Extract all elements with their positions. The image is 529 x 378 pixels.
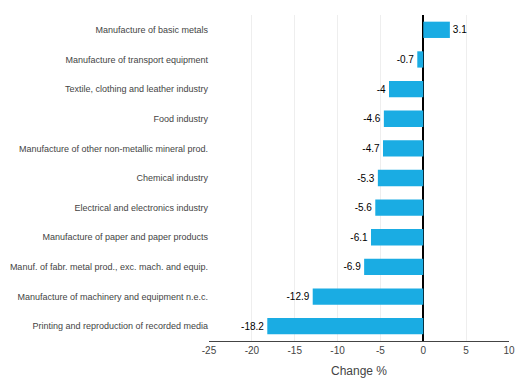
svg-text:-10: -10 [330, 345, 345, 356]
svg-text:Food industry: Food industry [153, 114, 208, 124]
svg-text:-5: -5 [376, 345, 385, 356]
svg-text:-6.9: -6.9 [343, 261, 361, 272]
svg-text:-0.7: -0.7 [397, 54, 415, 65]
svg-text:5: 5 [463, 345, 469, 356]
svg-text:-12.9: -12.9 [286, 291, 309, 302]
svg-text:Printing and reproduction of r: Printing and reproduction of recorded me… [32, 321, 208, 331]
svg-text:Chemical industry: Chemical industry [136, 173, 208, 183]
svg-text:Manufacture of transport equip: Manufacture of transport equipment [65, 55, 208, 65]
svg-text:Manufacture of machinery and e: Manufacture of machinery and equipment n… [17, 292, 208, 302]
svg-text:3.1: 3.1 [453, 24, 467, 35]
svg-text:-6.1: -6.1 [350, 232, 368, 243]
svg-text:-18.2: -18.2 [241, 321, 264, 332]
svg-text:-15: -15 [287, 345, 302, 356]
svg-text:10: 10 [503, 345, 515, 356]
svg-text:-4.7: -4.7 [362, 143, 380, 154]
svg-text:-4: -4 [377, 84, 386, 95]
svg-text:-4.6: -4.6 [363, 113, 381, 124]
svg-text:Electrical and electronics ind: Electrical and electronics industry [74, 203, 208, 213]
svg-text:0: 0 [421, 345, 427, 356]
svg-text:Manuf. of fabr. metal prod., e: Manuf. of fabr. metal prod., exc. mach. … [10, 262, 208, 272]
svg-text:Change %: Change % [331, 364, 387, 378]
svg-text:-20: -20 [245, 345, 260, 356]
svg-text:-5.6: -5.6 [355, 202, 373, 213]
svg-text:Manufacture of paper and paper: Manufacture of paper and paper products [42, 232, 208, 242]
svg-text:-25: -25 [202, 345, 217, 356]
svg-text:Textile, clothing and leather: Textile, clothing and leather industry [65, 84, 209, 94]
svg-text:-5.3: -5.3 [357, 173, 375, 184]
svg-text:Manufacture of other non-metal: Manufacture of other non-metallic minera… [19, 144, 208, 154]
svg-text:Manufacture of basic metals: Manufacture of basic metals [95, 25, 208, 35]
